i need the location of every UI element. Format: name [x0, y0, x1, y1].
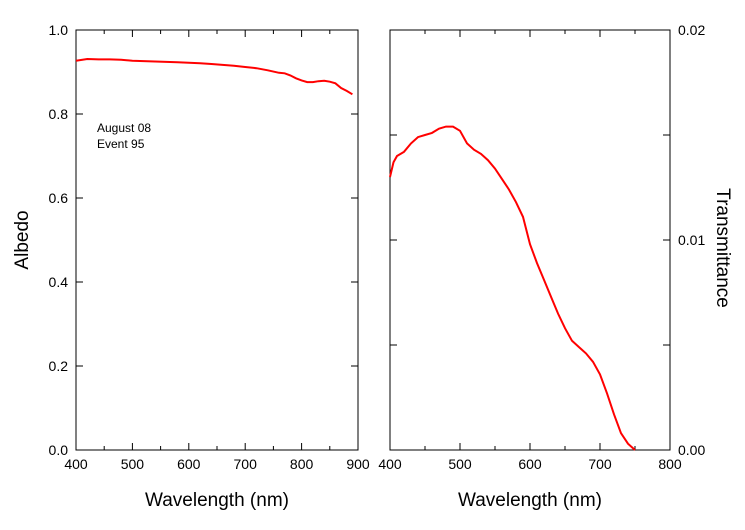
x-tick-label: 600 — [177, 456, 201, 472]
x-tick-label: 700 — [234, 456, 258, 472]
x-tick-label: 400 — [378, 456, 402, 472]
x-tick-label: 900 — [346, 456, 370, 472]
y-tick-label: 0.6 — [49, 190, 69, 206]
x-tick-label: 600 — [518, 456, 542, 472]
transmittance-x-axis-label: Wavelength (nm) — [458, 490, 602, 511]
annotation-date: August 08 — [97, 121, 151, 135]
y-tick-label: 0.00 — [678, 442, 705, 458]
y-tick-label: 0.01 — [678, 232, 705, 248]
x-tick-label: 400 — [64, 456, 88, 472]
transmittance-ticks — [389, 29, 671, 451]
y-tick-label: 0.4 — [49, 274, 69, 290]
albedo-series-line — [75, 57, 353, 96]
y-tick-label: 0.2 — [49, 358, 69, 374]
y-tick-label: 1.0 — [49, 22, 69, 38]
transmittance-plot-frame — [389, 29, 671, 451]
x-tick-label: 500 — [448, 456, 472, 472]
annotation-event: Event 95 — [97, 137, 145, 151]
albedo-panel: 400 500 600 700 800 900 0.0 0.2 0.4 0.6 0.8 1.0 Aug… — [12, 22, 370, 511]
transmittance-y-axis-label: Transmittance — [712, 188, 733, 308]
albedo-y-axis-label: Albedo — [12, 210, 33, 269]
transmittance-series-line — [389, 125, 636, 451]
albedo-tick-labels: 400 500 600 700 800 900 0.0 0.2 0.4 0.6 0.8 1.0 — [49, 22, 370, 472]
albedo-plot-frame — [75, 29, 359, 451]
x-tick-label: 700 — [588, 456, 612, 472]
y-tick-label: 0.02 — [678, 22, 705, 38]
x-tick-label: 500 — [121, 456, 145, 472]
albedo-x-axis-label: Wavelength (nm) — [145, 490, 289, 511]
x-tick-label: 800 — [658, 456, 682, 472]
albedo-ticks — [75, 29, 359, 451]
y-tick-label: 0.8 — [49, 106, 69, 122]
y-tick-label: 0.0 — [49, 442, 69, 458]
x-tick-label: 800 — [290, 456, 314, 472]
